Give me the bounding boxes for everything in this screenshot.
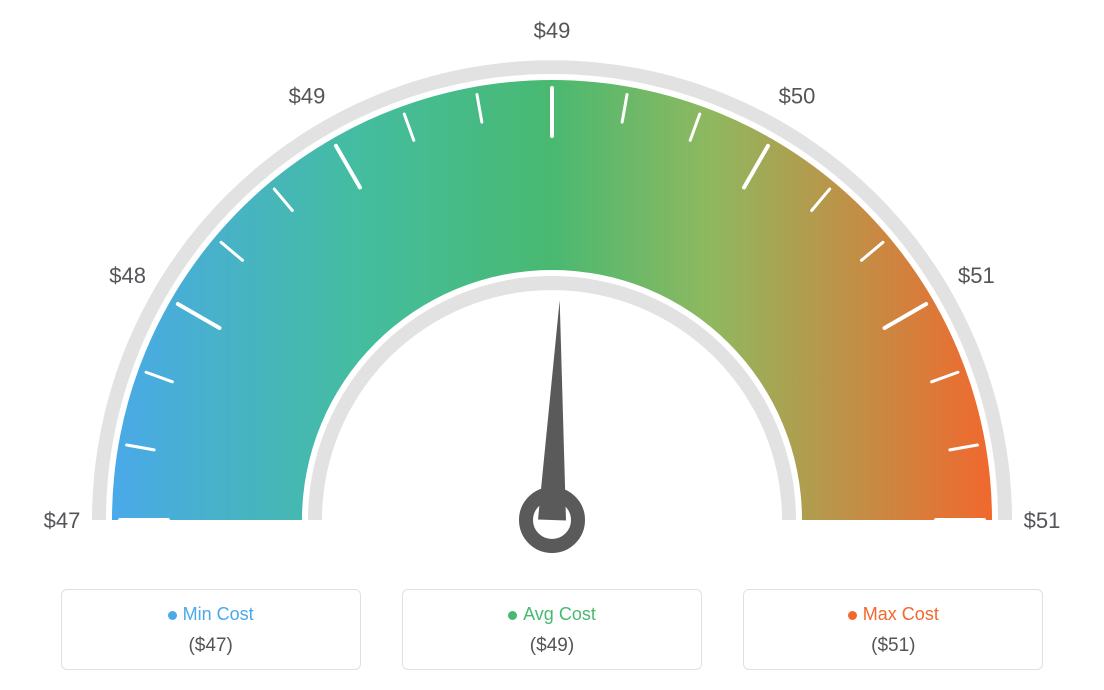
legend-label-max-text: Max Cost [863, 604, 939, 624]
legend-label-min: Min Cost [72, 604, 350, 625]
legend-label-max: Max Cost [754, 604, 1032, 625]
legend-label-min-text: Min Cost [183, 604, 254, 624]
dot-icon [848, 611, 857, 620]
gauge-tick-label: $49 [289, 84, 326, 109]
legend-card-max: Max Cost ($51) [743, 589, 1043, 670]
legend-value-min: ($47) [72, 635, 350, 657]
gauge-tick-label: $48 [109, 263, 146, 288]
cost-gauge-container: $47 $48 $49 $49 $50 $51 $51 Min Cost ($47) Avg… [0, 0, 1104, 690]
legend-card-avg: Avg Cost ($49) [402, 589, 702, 670]
gauge-tick-label: $50 [779, 84, 816, 109]
gauge-tick-label: $51 [958, 263, 995, 288]
legend-value-avg: ($49) [413, 635, 691, 657]
gauge-tick-label: $47 [44, 508, 81, 533]
gauge-tick-label: $51 [1024, 508, 1061, 533]
legend-label-avg: Avg Cost [413, 604, 691, 625]
legend-label-avg-text: Avg Cost [523, 604, 596, 624]
gauge-tick-label: $49 [534, 18, 571, 43]
legend-value-max: ($51) [754, 635, 1032, 657]
legend-row: Min Cost ($47) Avg Cost ($49) Max Cost (… [0, 589, 1104, 670]
legend-card-min: Min Cost ($47) [61, 589, 361, 670]
gauge-svg: $47 $48 $49 $49 $50 $51 $51 [0, 0, 1104, 560]
dot-icon [508, 611, 517, 620]
gauge-area: $47 $48 $49 $49 $50 $51 $51 [0, 0, 1104, 560]
dot-icon [168, 611, 177, 620]
